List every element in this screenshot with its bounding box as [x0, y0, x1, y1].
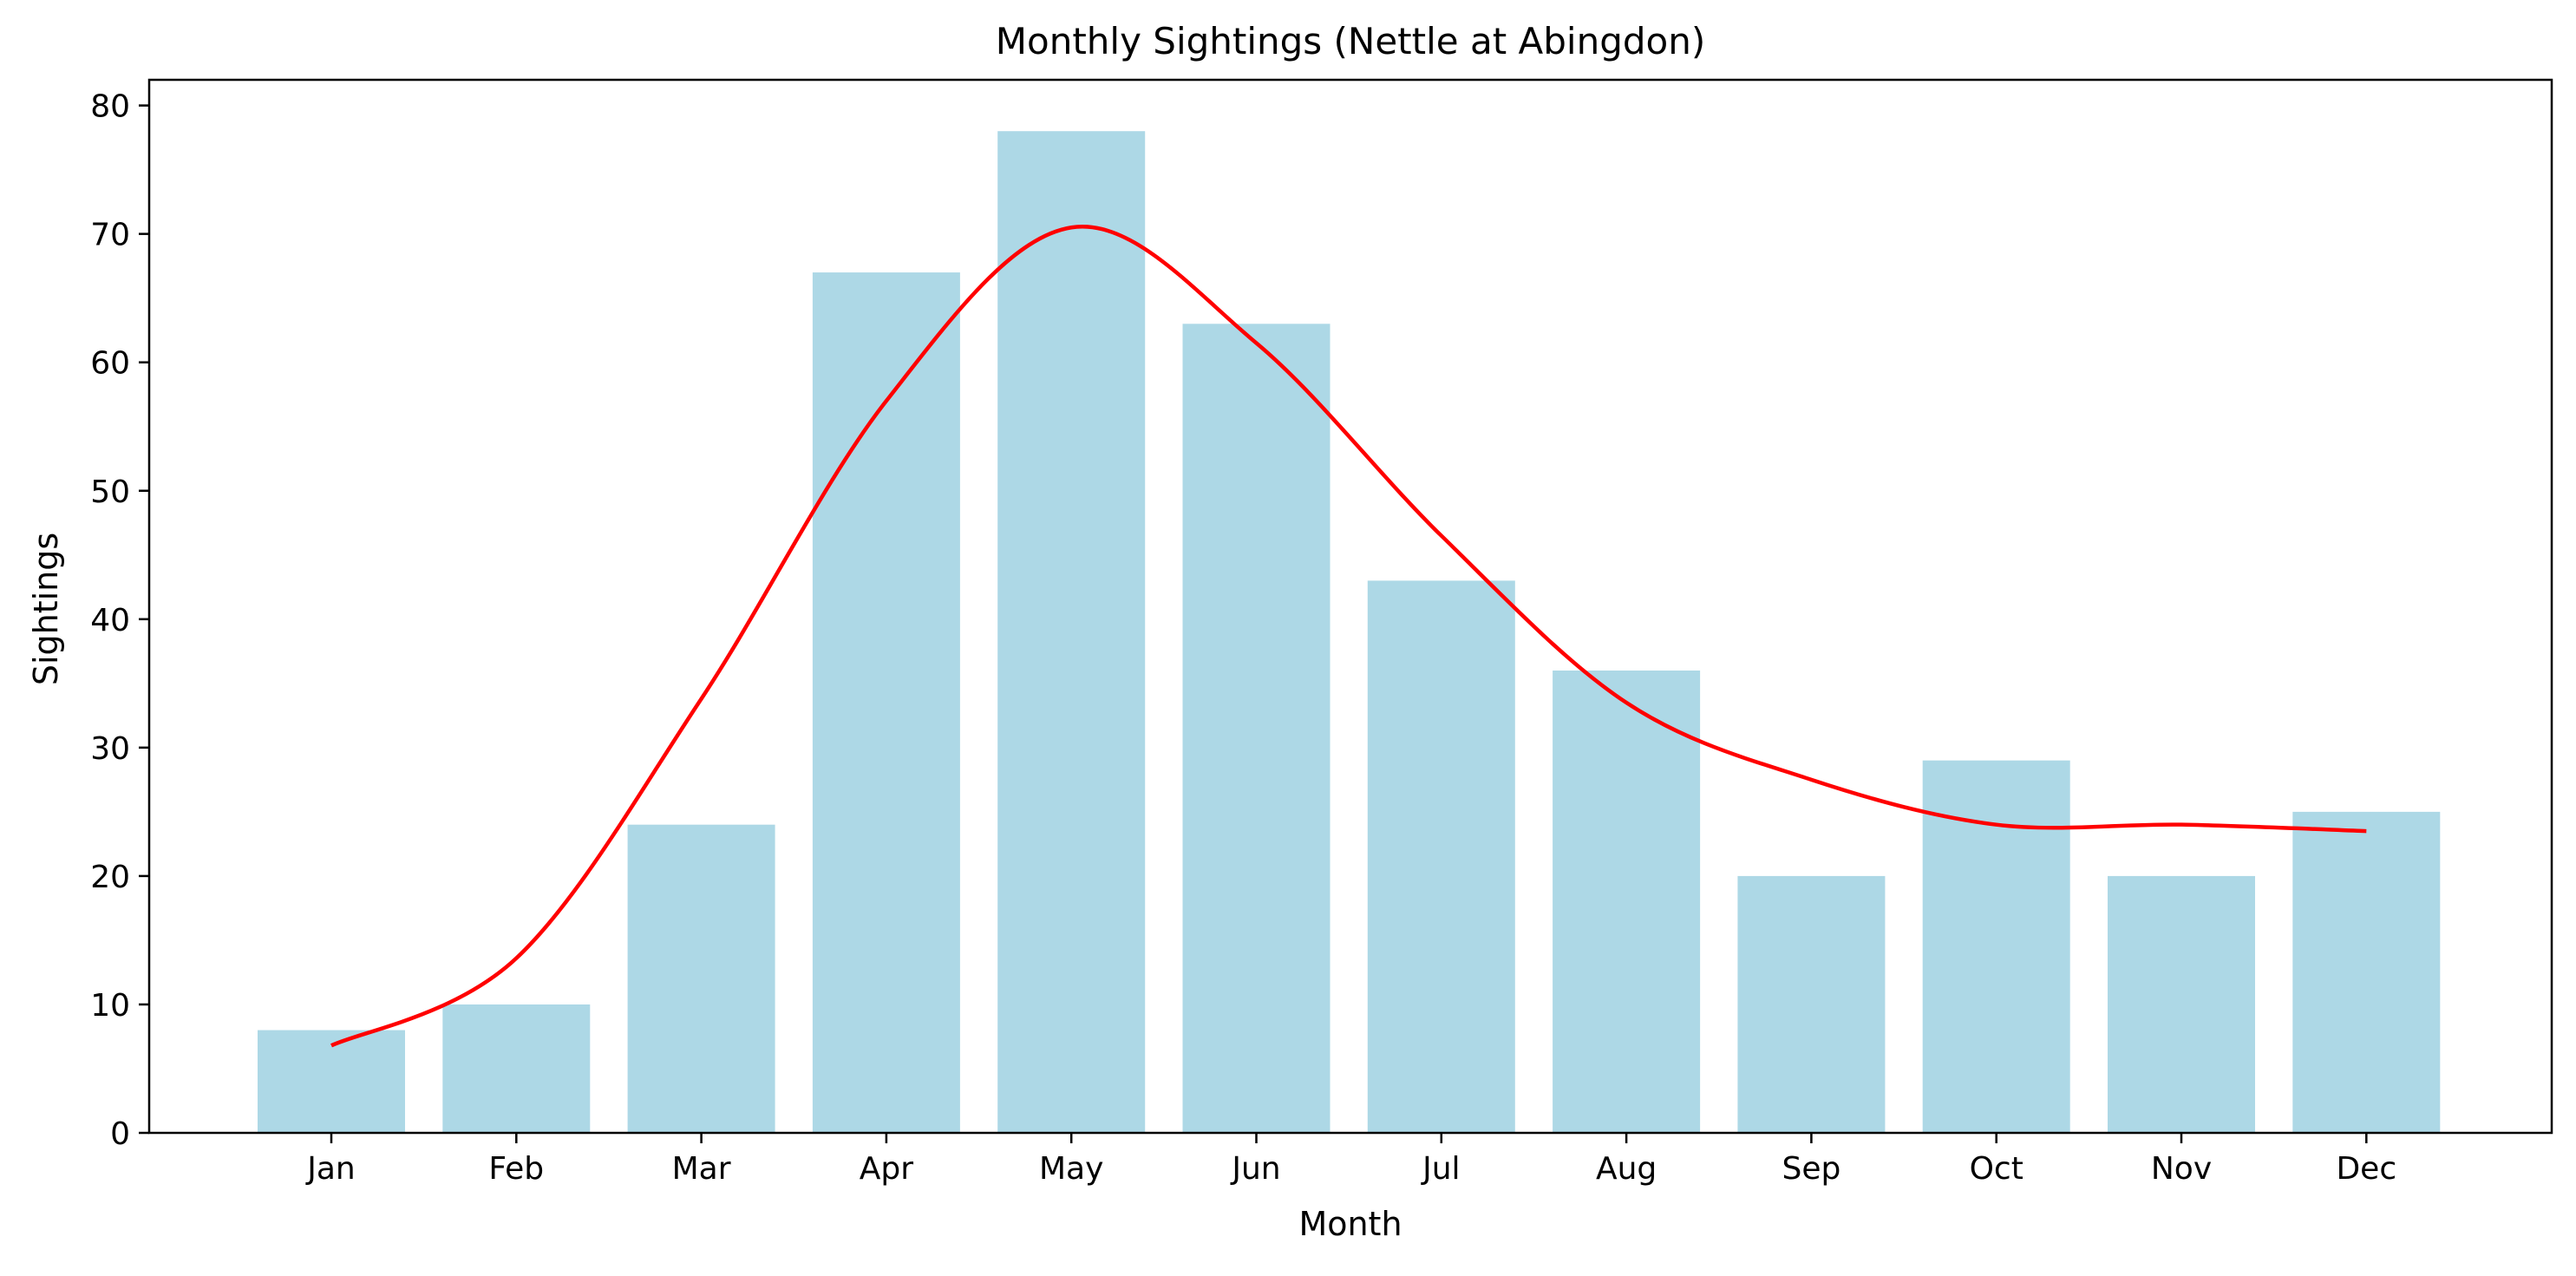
y-tick-label: 30: [90, 731, 130, 767]
y-tick-label: 70: [90, 218, 130, 253]
y-tick-label: 80: [90, 89, 130, 125]
y-tick-label: 0: [110, 1116, 130, 1152]
x-tick-label: Aug: [1596, 1151, 1657, 1187]
bar-jul: [1367, 580, 1515, 1133]
plot-frame: [147, 78, 2553, 1135]
bar-feb: [442, 1004, 591, 1133]
bar-oct: [1922, 760, 2070, 1133]
ticks-layer: 0 10 20 30 40 50 60 70 80 Jan Feb Mar Apr May Jun Jul Au…: [90, 89, 2396, 1187]
x-tick-label: Jul: [1421, 1151, 1460, 1187]
x-tick-label: May: [1039, 1151, 1103, 1187]
trend-line-layer: [330, 225, 2367, 1048]
x-tick-label: Jan: [305, 1151, 356, 1187]
y-tick-label: 20: [90, 860, 130, 895]
y-tick-label: 40: [90, 603, 130, 638]
bar-mar: [627, 824, 775, 1133]
bar-jun: [1182, 324, 1330, 1133]
x-tick-label: Jun: [1230, 1151, 1280, 1187]
x-tick-label: Dec: [2336, 1151, 2396, 1187]
bar-nov: [2108, 875, 2255, 1133]
chart-title: Monthly Sightings (Nettle at Abingdon): [996, 20, 1705, 62]
bar-jan: [258, 1030, 405, 1133]
bar-sep: [1737, 875, 1886, 1133]
y-axis-label: Sightings: [27, 533, 65, 685]
bars-layer: [258, 131, 2441, 1134]
x-tick-label: Nov: [2151, 1151, 2212, 1187]
x-tick-label: Mar: [672, 1151, 731, 1187]
y-tick-label: 60: [90, 346, 130, 382]
bar-aug: [1553, 671, 1701, 1133]
bar-may: [997, 131, 1146, 1134]
y-tick-label: 10: [90, 988, 130, 1024]
y-tick-label: 50: [90, 474, 130, 510]
trend-line: [330, 225, 2367, 1048]
x-tick-label: Oct: [1970, 1151, 2024, 1187]
x-axis-label: Month: [1298, 1205, 1402, 1243]
bar-apr: [812, 272, 960, 1133]
bar-dec: [2292, 811, 2441, 1133]
x-tick-label: Sep: [1782, 1151, 1840, 1187]
x-tick-label: Feb: [488, 1151, 544, 1187]
x-tick-label: Apr: [860, 1151, 913, 1187]
